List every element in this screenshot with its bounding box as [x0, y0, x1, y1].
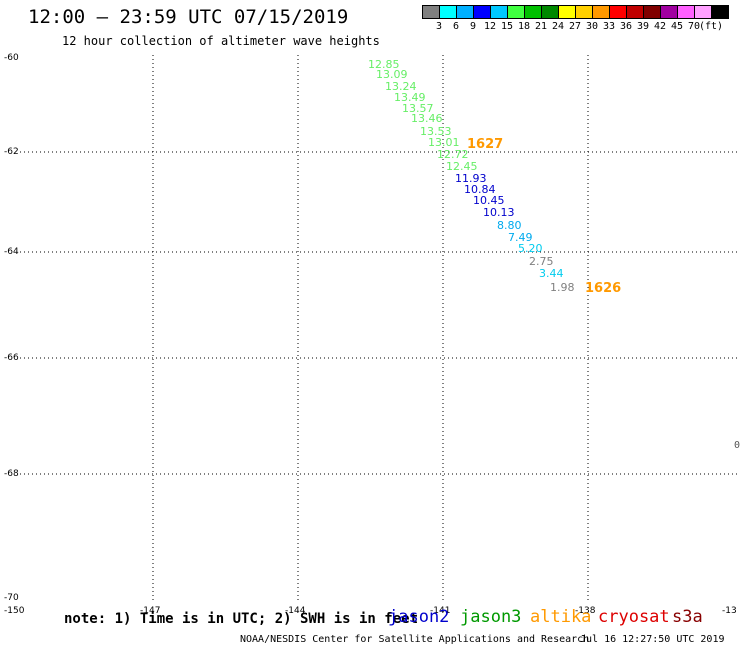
satellite-legend-item: jason3 — [460, 607, 522, 627]
color-scale-label: 9 — [469, 21, 477, 32]
color-scale-label: 42 — [653, 21, 667, 32]
color-scale-label: 3 — [435, 21, 443, 32]
longitude-label: -150 — [4, 606, 25, 616]
latitude-label: -60 — [4, 53, 19, 63]
page-subtitle: 12 hour collection of altimeter wave hei… — [62, 34, 380, 48]
color-scale-bar — [422, 5, 729, 19]
latitude-label: -66 — [4, 353, 19, 363]
satellite-legend-item: altika — [530, 607, 592, 627]
color-swatch — [711, 5, 729, 19]
wave-height-value: 8.80 — [497, 219, 522, 232]
wave-height-value: 12.85 — [368, 58, 400, 71]
wave-height-value: 2.75 — [529, 255, 554, 268]
map-gridlines — [20, 55, 740, 603]
wave-height-value: 10.13 — [483, 206, 515, 219]
color-scale-label: 30 — [585, 21, 599, 32]
color-scale-label: 45 — [670, 21, 684, 32]
latitude-label: -64 — [4, 247, 19, 257]
longitude-label: -141 — [430, 606, 450, 616]
wave-height-value: 5.20 — [518, 242, 543, 255]
color-scale-label: 12 — [483, 21, 497, 32]
color-scale-label: 27 — [568, 21, 582, 32]
color-scale-label: 15 — [500, 21, 514, 32]
latitude-labels: -60 -62 -64 -66 -68 -70 — [4, 53, 19, 603]
longitude-label: -144 — [285, 606, 306, 616]
wave-height-value: 7.49 — [508, 231, 533, 244]
wave-height-value: 13.49 — [394, 91, 426, 104]
wave-height-value: 13.24 — [385, 80, 417, 93]
wave-height-value: 12.45 — [446, 160, 478, 173]
color-scale-label: 70 — [687, 21, 701, 32]
satellite-legend-item: jason2 — [388, 607, 450, 627]
latitude-label: -62 — [4, 147, 19, 157]
units-note: note: 1) Time is in UTC; 2) SWH is in fe… — [64, 611, 419, 627]
wave-height-value: 10.45 — [473, 194, 505, 207]
color-scale-label: 33 — [602, 21, 616, 32]
wave-height-value: 10.84 — [464, 183, 496, 196]
wave-height-value: 13.53 — [420, 125, 452, 138]
color-scale-label: 36 — [619, 21, 633, 32]
pass-time-labels: 1627 1626 — [467, 137, 621, 296]
satellite-legend-item: cryosat — [598, 607, 670, 627]
wave-height-value: 1.98 — [550, 281, 575, 294]
wave-height-value: 13.57 — [402, 102, 434, 115]
color-scale-label: (ft) — [698, 21, 724, 32]
color-scale-label: 6 — [452, 21, 460, 32]
longitude-label: -138 — [575, 606, 596, 616]
wave-height-value: 3.44 — [539, 267, 564, 280]
page-title: 12:00 — 23:59 UTC 07/15/2019 — [28, 6, 349, 28]
wave-height-value: 11.93 — [455, 172, 487, 185]
edge-marker: 0 — [734, 440, 740, 451]
color-scale-label: 24 — [551, 21, 565, 32]
wave-height-observations: 12.8513.0913.2413.4913.5713.4613.5313.01… — [368, 58, 575, 294]
generated-timestamp: Jul 16 12:27:50 UTC 2019 — [580, 634, 725, 645]
wave-height-value: 13.09 — [376, 68, 408, 81]
pass-time-label: 1627 — [467, 137, 503, 152]
longitude-labels: -150 -147 -144 -141 -138 -13 — [4, 606, 737, 616]
wave-height-value: 13.46 — [411, 112, 443, 125]
color-scale-label: 21 — [534, 21, 548, 32]
latitude-label: -70 — [4, 593, 19, 603]
credit-text: NOAA/NESDIS Center for Satellite Applica… — [240, 634, 590, 645]
latitude-label: -68 — [4, 469, 19, 479]
wave-height-value: 13.01 — [428, 136, 460, 149]
longitude-label: -13 — [722, 606, 737, 616]
satellite-legend-item: s3a — [672, 607, 703, 627]
wave-height-value: 12.72 — [437, 148, 469, 161]
color-scale-labels: 3 6 9 12 15 18 21 24 27 30 33 36 39 42 45 70 (ft) — [422, 21, 740, 35]
color-scale-label: 18 — [517, 21, 531, 32]
color-scale-label: 39 — [636, 21, 650, 32]
longitude-label: -147 — [140, 606, 160, 616]
pass-time-label: 1626 — [585, 281, 621, 296]
